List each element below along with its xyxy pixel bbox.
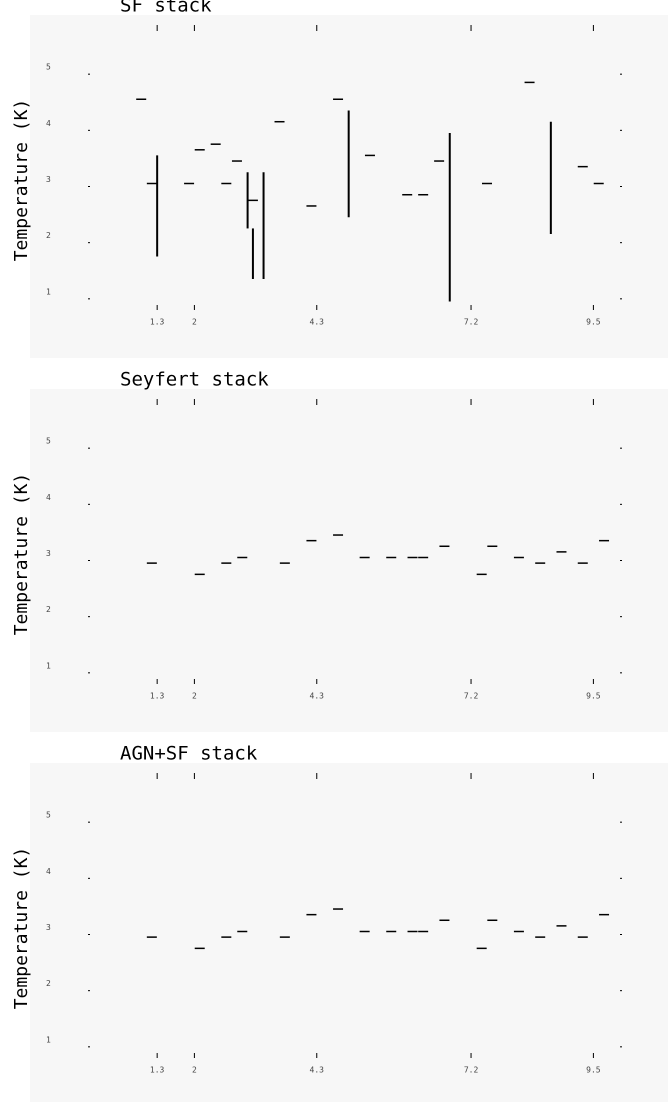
- y-axis-label: Temperature (K): [11, 99, 32, 262]
- x-tick-label: 7.2: [464, 318, 479, 327]
- y-tick-label: 5: [46, 811, 51, 820]
- y-tick-label: 3: [46, 923, 51, 932]
- y-axis-label: Temperature (K): [11, 847, 32, 1010]
- y-tick-label: 5: [46, 63, 51, 72]
- y-tick-label: 4: [46, 493, 51, 502]
- x-tick-label: 4.3: [310, 692, 325, 701]
- x-tick-label: 9.5: [586, 692, 601, 701]
- x-tick-label: 2: [192, 692, 197, 701]
- y-tick-label: 3: [46, 549, 51, 558]
- y-tick-label: 2: [46, 231, 51, 240]
- y-tick-label: 4: [46, 867, 51, 876]
- x-tick-label: 7.2: [464, 1066, 479, 1075]
- plot-background: [30, 763, 668, 1106]
- x-tick-label: 1.3: [150, 692, 165, 701]
- x-tick-label: 2: [192, 1066, 197, 1075]
- x-tick-label: 9.5: [586, 318, 601, 327]
- x-tick-label: 2: [192, 318, 197, 327]
- x-tick-label: 4.3: [310, 1066, 325, 1075]
- panel: SF stack Temperature (K) 1 2 3 4 5 1.3 2 4.3 7.2 9.…: [11, 0, 668, 358]
- y-tick-label: 1: [46, 661, 51, 670]
- y-axis-label: Temperature (K): [11, 473, 32, 636]
- x-tick-label: 1.3: [150, 1066, 165, 1075]
- panel: AGN+SF stack Temperature (K) 1 2 3 4 5 1.3 2 4.3 7…: [11, 743, 668, 1106]
- x-tick-label: 4.3: [310, 318, 325, 327]
- y-tick-label: 2: [46, 605, 51, 614]
- y-tick-label: 1: [46, 1035, 51, 1044]
- y-tick-label: 3: [46, 175, 51, 184]
- x-tick-label: 9.5: [586, 1066, 601, 1075]
- x-tick-label: 7.2: [464, 692, 479, 701]
- panel: Seyfert stack Temperature (K) 1 2 3 4 5 1.3 2 4.3…: [11, 369, 668, 732]
- y-tick-label: 2: [46, 979, 51, 988]
- plot-background: [30, 389, 668, 732]
- chart-title: Seyfert stack: [120, 369, 269, 391]
- chart-title: SF stack: [120, 0, 212, 17]
- chart-title: AGN+SF stack: [120, 743, 258, 765]
- y-tick-label: 5: [46, 437, 51, 446]
- y-tick-label: 1: [46, 287, 51, 296]
- y-tick-label: 4: [46, 119, 51, 128]
- x-tick-label: 1.3: [150, 318, 165, 327]
